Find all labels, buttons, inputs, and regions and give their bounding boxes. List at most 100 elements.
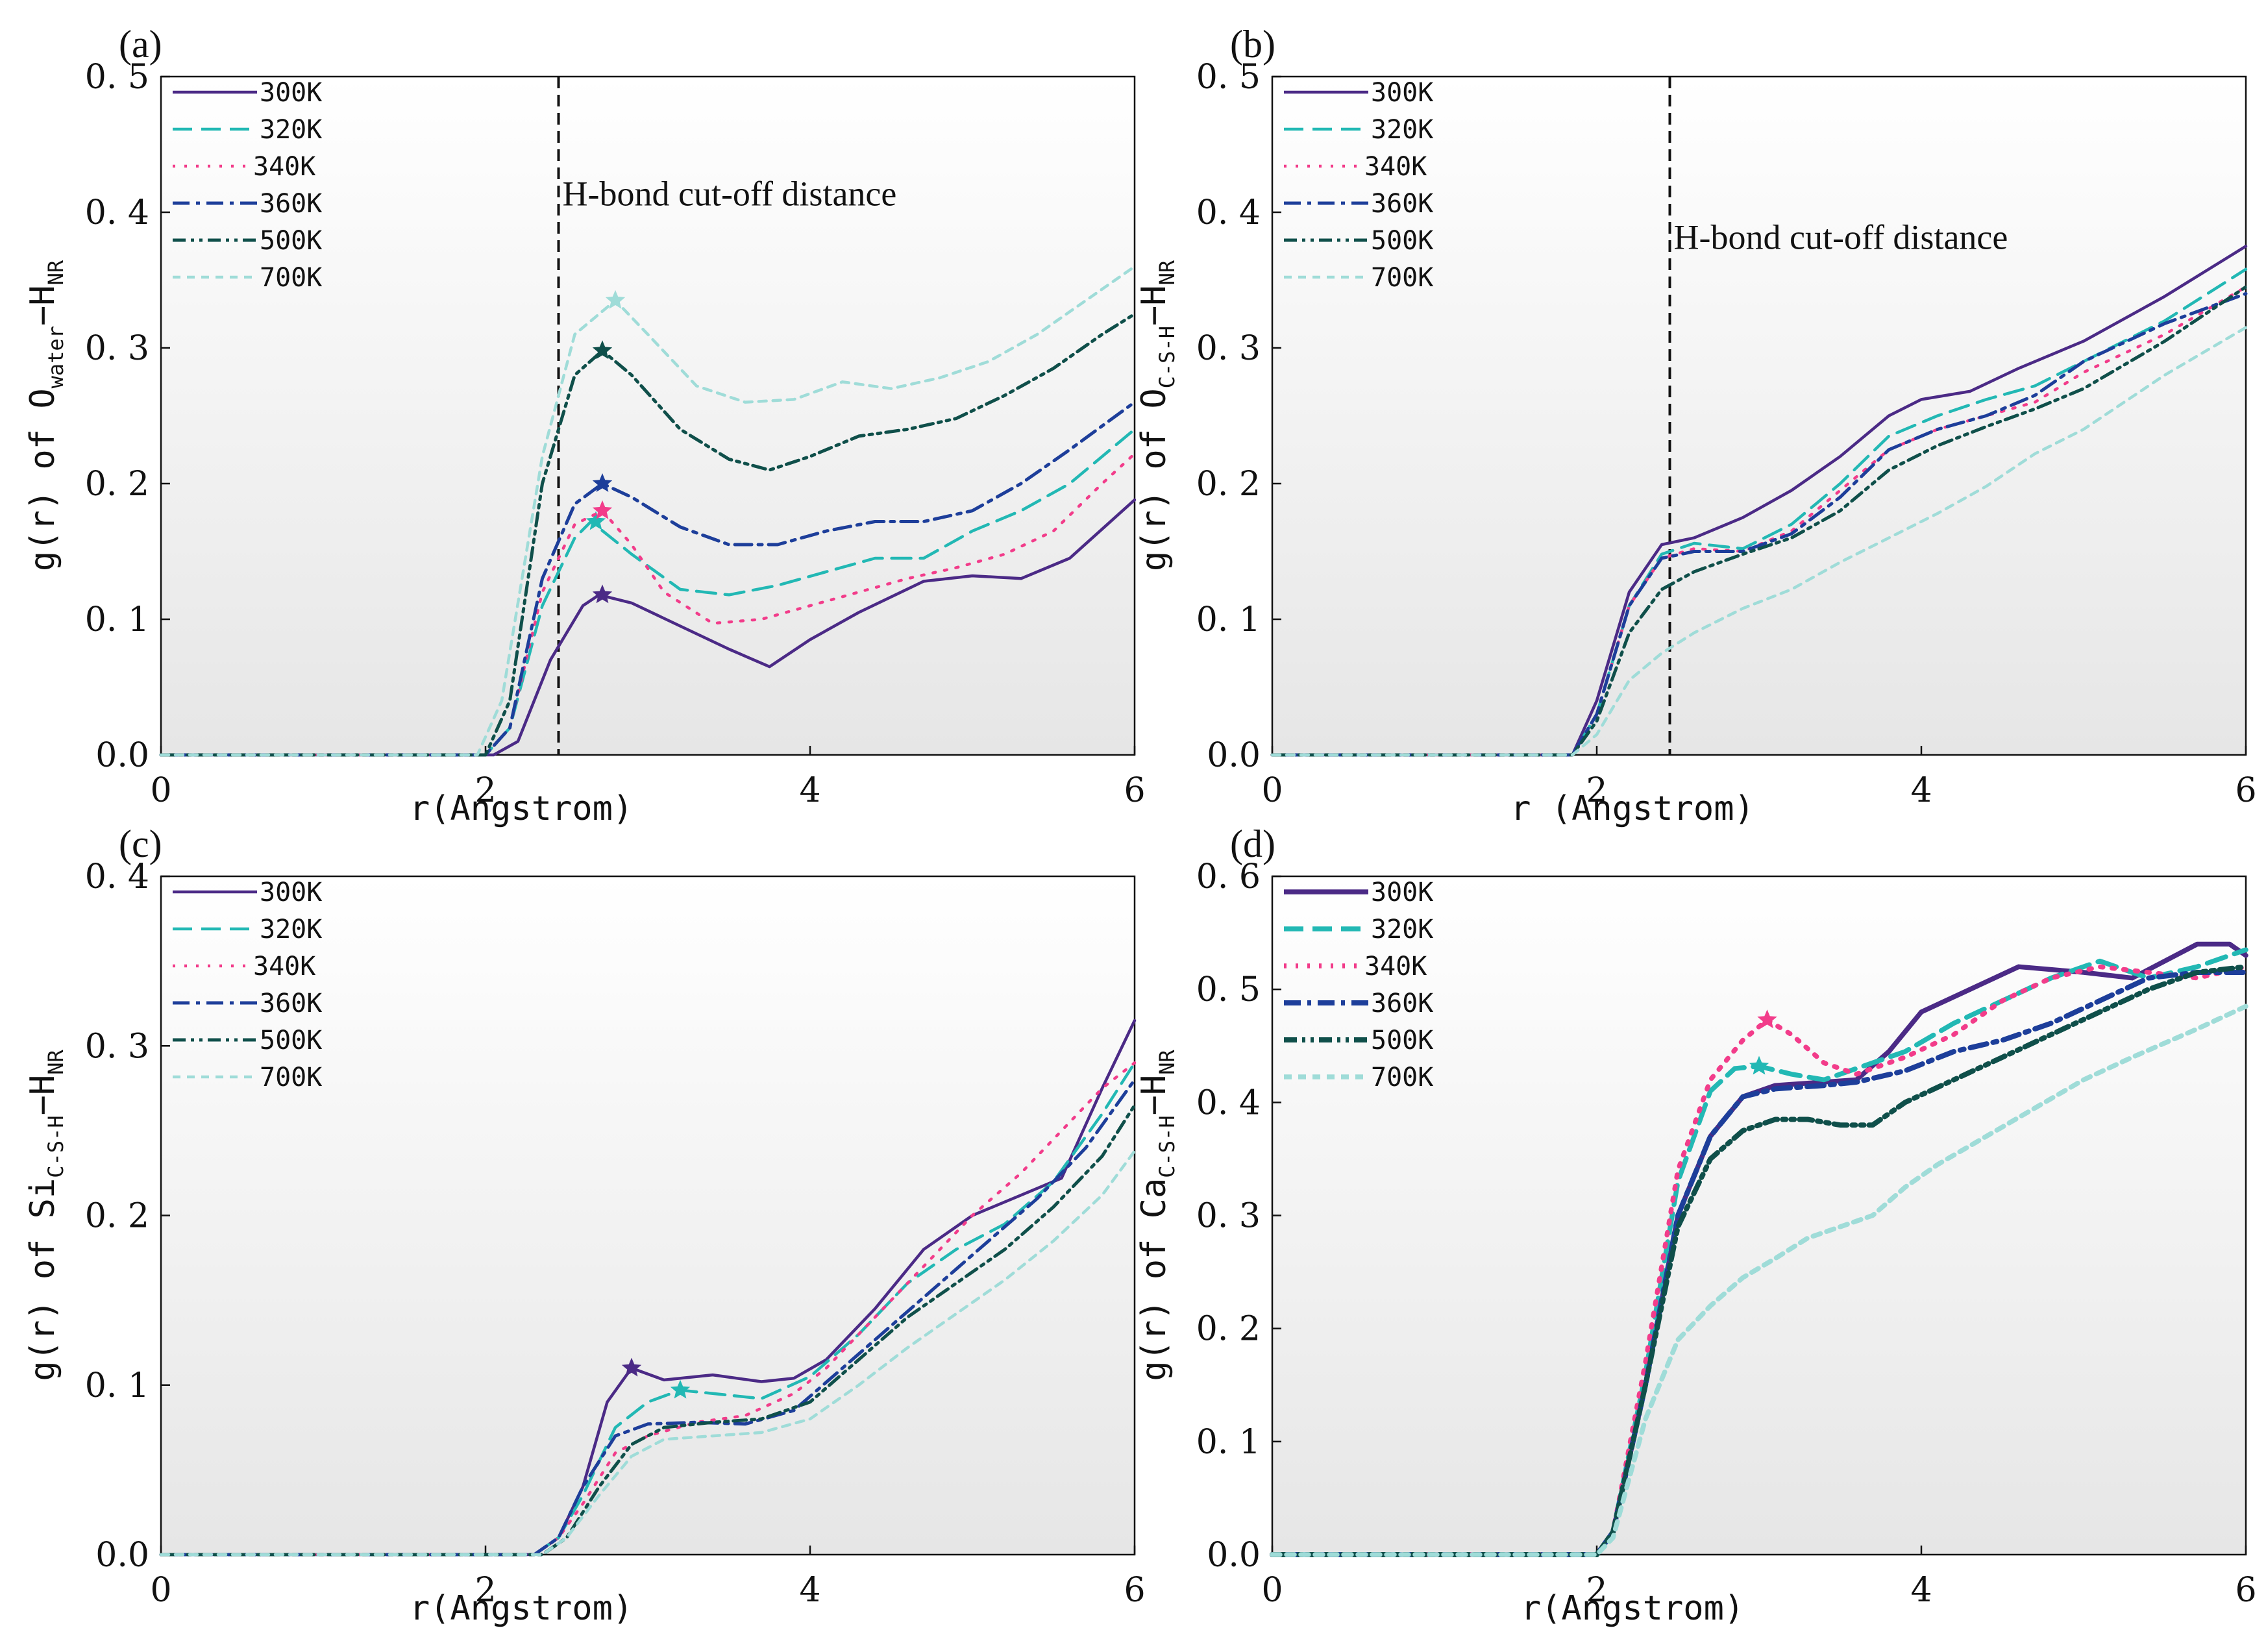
peak-star-320K — [585, 511, 606, 530]
y-tick-label: 0. 2 — [1196, 1310, 1261, 1349]
y-axis-label-tail: −H — [1135, 1075, 1174, 1116]
peak-star-300K — [592, 584, 613, 604]
series-300K — [1270, 245, 2248, 757]
y-tick-label: 0. 2 — [85, 465, 149, 504]
x-tick-label: 6 — [1124, 1571, 1145, 1610]
y-axis-label-tail: −H — [23, 1075, 62, 1116]
y-tick-label: 0.0 — [95, 1536, 149, 1575]
series-360K — [159, 401, 1137, 757]
legend-label-360K: 360K — [1371, 989, 1433, 1018]
y-axis-label-tail: −H — [23, 285, 62, 326]
y-axis-label-sub: C-S-H — [1155, 1115, 1179, 1177]
peak-star-360K — [592, 473, 613, 492]
x-tick-label: 2 — [1586, 771, 1607, 810]
y-axis-label-main: g(r) of O — [1135, 388, 1174, 571]
legend-label-340K: 340K — [253, 152, 315, 182]
y-axis-label-sub: water — [43, 326, 68, 388]
y-tick-label: 0. 1 — [85, 1366, 149, 1405]
x-tick-label: 2 — [474, 1571, 496, 1610]
x-tick-label: 0 — [150, 771, 171, 810]
x-tick-label: 4 — [799, 1571, 820, 1610]
y-axis-label-main: g(r) of Ca — [1135, 1178, 1174, 1381]
legend-label-360K: 360K — [260, 189, 322, 219]
x-axis-label: r(Angstrom) — [1521, 1589, 1744, 1628]
legend: 300K 320K 340K 360K 500K 700K — [1284, 78, 1433, 293]
legend-label-340K: 340K — [1364, 152, 1427, 182]
plot-area — [160, 75, 1136, 756]
panel-b: (b) 0 2 4 6 0.0 0. 1 0. 2 0. 3 0. 4 0. 5 H-bond c… — [1135, 23, 2257, 828]
axes: 0 2 4 6 0.0 0. 1 0. 2 0. 3 0. 4 0. 5 — [85, 58, 1146, 810]
y-axis-label: g(r) of Owater−HNR — [23, 260, 68, 571]
peak-star-340K — [1757, 1009, 1777, 1029]
y-axis-label: g(r) of OC-S-H−HNR — [1135, 260, 1179, 571]
y-axis-label-sub: C-S-H — [1155, 326, 1179, 388]
y-tick-label: 0. 4 — [1196, 193, 1261, 232]
series-500K — [1270, 285, 2248, 757]
legend-label-700K: 700K — [1371, 1063, 1433, 1092]
peak-star-320K — [1749, 1055, 1769, 1075]
y-axis-label-tail-sub: NR — [43, 260, 68, 285]
axes: 0 2 4 6 0.0 0. 1 0. 2 0. 3 0. 4 — [85, 857, 1146, 1610]
y-tick-label: 0. 3 — [85, 1027, 149, 1066]
legend-label-340K: 340K — [253, 952, 315, 981]
y-tick-label: 0. 3 — [1196, 1197, 1261, 1236]
y-tick-label: 0. 3 — [1196, 329, 1261, 368]
legend-label-320K: 320K — [260, 115, 322, 145]
x-tick-label: 4 — [799, 771, 820, 810]
legend-label-360K: 360K — [260, 989, 322, 1018]
legend-label-700K: 700K — [260, 263, 322, 293]
x-axis-label: r(Angstrom) — [410, 1589, 633, 1628]
panel-label: (a) — [119, 23, 162, 66]
panel-label: (d) — [1230, 822, 1275, 865]
plot-area — [1271, 875, 2247, 1556]
x-tick-label: 6 — [2235, 1571, 2256, 1610]
peak-star-700K — [605, 290, 626, 309]
legend: 300K 320K 340K 360K 500K 700K — [173, 878, 322, 1092]
legend-label-300K: 300K — [1371, 878, 1433, 907]
series-700K — [1270, 1004, 2248, 1557]
series-360K — [1270, 291, 2248, 757]
panel-d: (d) 0 2 4 6 0.0 0. 1 0. 2 0. 3 0. 4 0. 5 0. 6 300K… — [1135, 822, 2257, 1628]
legend-label-300K: 300K — [260, 78, 322, 108]
y-axis-label: g(r) of SiC-S-H−HNR — [23, 1049, 68, 1381]
legend-label-700K: 700K — [1371, 263, 1433, 293]
y-tick-label: 0.0 — [1207, 1536, 1261, 1575]
series-lines — [159, 265, 1137, 757]
x-tick-label: 0 — [1261, 771, 1283, 810]
series-500K — [1270, 964, 2248, 1557]
axes: 0 2 4 6 0.0 0. 1 0. 2 0. 3 0. 4 0. 5 0. 6 — [1196, 857, 2257, 1610]
y-tick-label: 0. 1 — [1196, 1423, 1261, 1462]
y-tick-label: 0.0 — [1207, 736, 1261, 775]
series-700K — [159, 265, 1137, 757]
legend: 300K 320K 340K 360K 500K 700K — [173, 78, 322, 293]
x-axis-label: r (Angstrom) — [1510, 789, 1755, 828]
y-tick-label: 0. 1 — [85, 600, 149, 639]
x-tick-label: 4 — [1910, 1571, 1932, 1610]
y-axis-label-tail-sub: NR — [1155, 260, 1179, 285]
y-axis-label-tail: −H — [1135, 285, 1174, 326]
x-tick-label: 0 — [1261, 1571, 1283, 1610]
legend-label-320K: 320K — [1371, 915, 1433, 944]
series-500K — [159, 312, 1137, 757]
cutoff-label: H-bond cut-off distance — [1674, 217, 2008, 256]
panel-label: (c) — [119, 822, 162, 865]
x-axis-label: r(Angstrom) — [410, 789, 633, 828]
legend-label-500K: 500K — [1371, 226, 1433, 256]
series-340K — [159, 452, 1137, 757]
cutoff-label: H-bond cut-off distance — [563, 175, 897, 214]
x-tick-label: 4 — [1910, 771, 1932, 810]
x-tick-label: 0 — [150, 1571, 171, 1610]
panel-c: (c) 0 2 4 6 0.0 0. 1 0. 2 0. 3 0. 4 300K 320K 340K… — [23, 822, 1146, 1628]
series-700K — [1270, 326, 2248, 757]
series-340K — [1270, 964, 2248, 1557]
series-320K — [159, 1061, 1137, 1557]
series-lines — [159, 1018, 1137, 1557]
y-tick-label: 0. 2 — [85, 1197, 149, 1236]
legend-label-700K: 700K — [260, 1063, 322, 1092]
plot-area — [1271, 75, 2247, 756]
y-tick-label: 0. 4 — [1196, 1083, 1261, 1122]
y-tick-label: 0. 5 — [85, 58, 149, 97]
legend-label-300K: 300K — [1371, 78, 1433, 108]
y-axis-label-sub: C-S-H — [43, 1115, 68, 1177]
